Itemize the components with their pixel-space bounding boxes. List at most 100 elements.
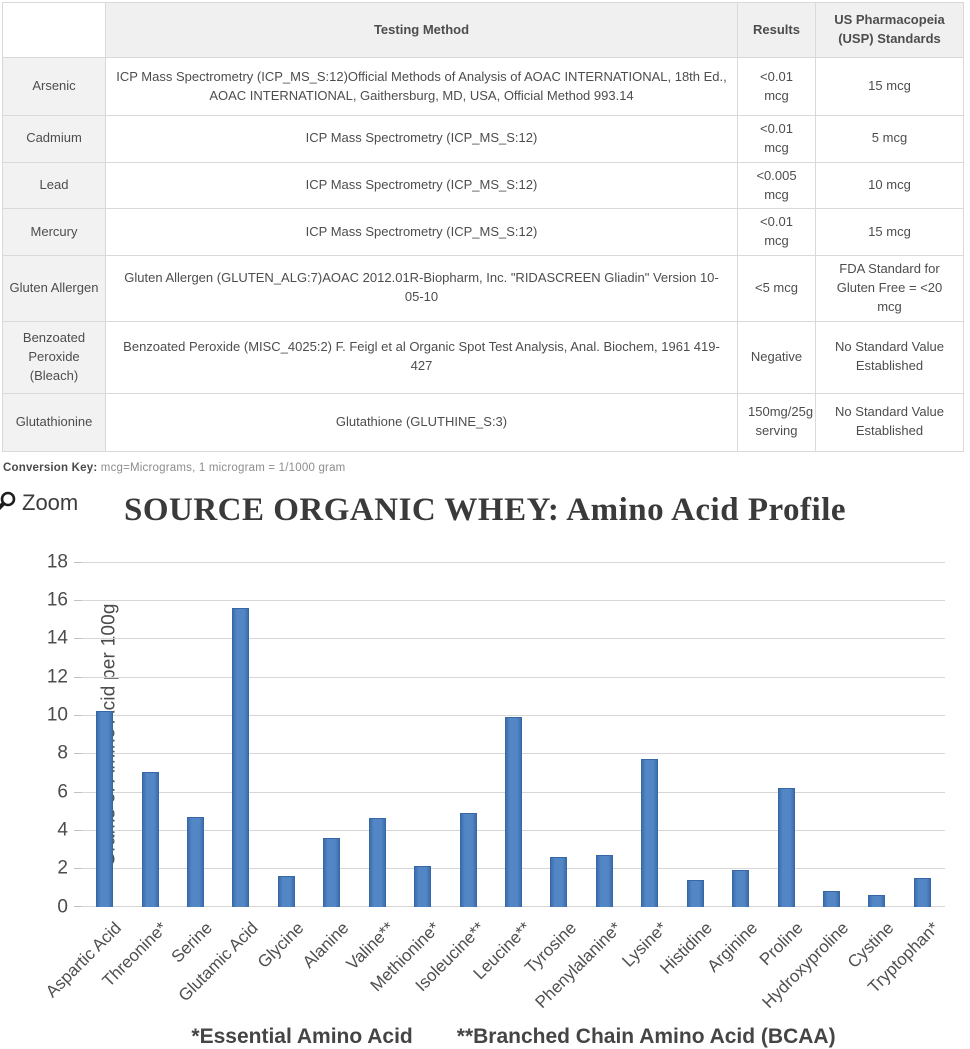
result-cell: 150mg/25g serving [737, 392, 816, 452]
column-header-results: Results [737, 2, 816, 58]
plot-area: Grams of Amino Acid per 100g 02468101214… [47, 552, 945, 916]
table-row: Arsenic ICP Mass Spectrometry (ICP_MS_S:1… [2, 57, 964, 116]
row-label-cell: Arsenic [2, 57, 106, 116]
row-label-cell: Gluten Allergen [2, 255, 106, 322]
standard-cell: FDA Standard for Gluten Free = <20 mcg [815, 255, 964, 322]
standard-cell: 10 mcg [815, 161, 964, 210]
bar-methionine [414, 866, 432, 907]
testing-method-cell: Gluten Allergen (GLUTEN_ALG:7)AOAC 2012.… [105, 255, 738, 322]
row-label-cell: Lead [2, 161, 106, 210]
row-label-cell: Mercury [2, 208, 106, 257]
y-tick-label: 0 [57, 896, 68, 918]
amino-acid-bar-chart: Grams of Amino Acid per 100g 02468101214… [0, 552, 970, 1049]
y-tick-label: 18 [46, 551, 68, 573]
y-tick-label: 2 [57, 857, 68, 879]
y-tick-mark [74, 638, 82, 640]
gridline [82, 599, 945, 601]
testing-method-cell: Benzoated Peroxide (MISC_4025:2) F. Feig… [105, 320, 738, 394]
conversion-key-text: mcg=Micrograms, 1 microgram = 1/1000 gra… [97, 461, 346, 474]
y-tick-mark [74, 868, 82, 870]
testing-methods-table: Testing Method Results US Pharmacopeia (… [2, 2, 964, 452]
gridline [82, 561, 945, 563]
testing-method-cell: ICP Mass Spectrometry (ICP_MS_S:12)Offic… [105, 57, 738, 116]
bar-alanine [323, 837, 341, 907]
y-tick-mark [74, 676, 82, 678]
gridline [82, 676, 945, 678]
table-header-row: Testing Method Results US Pharmacopeia (… [2, 2, 964, 58]
table-row: Mercury ICP Mass Spectrometry (ICP_MS_S:1… [2, 208, 964, 257]
chart-footnote: *Essential Amino Acid **Branched Chain A… [82, 1025, 945, 1049]
row-label-cell: Benzoated Peroxide (Bleach) [2, 320, 106, 394]
y-tick-label: 4 [57, 819, 68, 841]
bar-lysine [641, 759, 659, 907]
y-tick-mark [74, 714, 82, 716]
row-label-cell: Cadmium [2, 115, 106, 163]
bar-isoleucine [459, 812, 477, 907]
bar-hydroxyproline [822, 891, 840, 907]
bar-proline [777, 787, 795, 907]
column-header-testing-method: Testing Method [105, 2, 738, 58]
bar-aspartic-acid [96, 711, 114, 907]
column-header-usp-standards: US Pharmacopeia (USP) Standards [815, 2, 964, 58]
row-label-cell: Glutathionine [2, 392, 106, 452]
gridline [82, 714, 945, 716]
result-cell: <0.005 mcg [737, 161, 816, 210]
testing-method-cell: ICP Mass Spectrometry (ICP_MS_S:12) [105, 161, 738, 210]
bar-arginine [732, 870, 750, 907]
bar-tyrosine [550, 856, 568, 907]
footnote-bcaa: **Branched Chain Amino Acid (BCAA) [456, 1024, 836, 1048]
standard-cell: 5 mcg [815, 115, 964, 163]
conversion-key-label: Conversion Key: [3, 461, 98, 474]
magnifier-icon [0, 490, 17, 516]
table-corner-cell [2, 2, 106, 58]
zoom-label: Zoom [22, 489, 79, 515]
standard-cell: No Standard Value Established [815, 320, 964, 394]
result-cell: <5 mcg [737, 255, 816, 322]
y-tick-mark [74, 905, 82, 907]
bar-histidine [686, 879, 704, 907]
standard-cell: No Standard Value Established [815, 392, 964, 452]
bar-glutamic-acid [232, 607, 250, 907]
y-tick-label: 10 [46, 704, 68, 726]
bar-glycine [277, 875, 295, 907]
bar-valine [368, 818, 386, 907]
y-tick-label: 14 [46, 627, 68, 649]
footnote-essential: *Essential Amino Acid [191, 1024, 413, 1048]
y-tick-mark [74, 561, 82, 563]
y-tick-label: 6 [57, 781, 68, 803]
gridline [82, 638, 945, 640]
x-axis-label: Alanine [298, 917, 353, 972]
bar-threonine [141, 772, 159, 907]
standard-cell: 15 mcg [815, 208, 964, 257]
result-cell: Negative [737, 320, 816, 394]
x-axis-labels: Aspartic Acid Threonine* Serine Glutamic Ac… [43, 907, 945, 1025]
y-tick-label: 16 [46, 589, 68, 611]
y-tick-mark [74, 753, 82, 755]
x-axis-label: Arginine [703, 917, 762, 976]
bar-leucine [505, 716, 522, 907]
table-row: Lead ICP Mass Spectrometry (ICP_MS_S:12) <… [2, 161, 964, 210]
x-axis-label: Glycine [253, 917, 308, 972]
chart-title: SOURCE ORGANIC WHEY: Amino Acid Profile [123, 491, 847, 528]
result-cell: <0.01 mcg [737, 57, 816, 116]
y-tick-label: 12 [46, 666, 68, 688]
y-tick-mark [74, 599, 82, 601]
bar-phenylalanine [595, 854, 613, 907]
y-tick-label: 8 [57, 742, 68, 764]
table-row: Glutathionine Glutathione (GLUTHINE_S:3) 1… [2, 392, 964, 452]
table-row: Benzoated Peroxide (Bleach) Benzoated Per… [2, 320, 964, 394]
testing-method-cell: ICP Mass Spectrometry (ICP_MS_S:12) [105, 208, 738, 257]
result-cell: <0.01 mcg [737, 115, 816, 163]
y-tick-mark [74, 791, 82, 793]
table-row: Cadmium ICP Mass Spectrometry (ICP_MS_S:1… [2, 115, 964, 163]
bar-cystine [868, 895, 886, 907]
result-cell: <0.01 mcg [737, 208, 816, 257]
bar-serine [187, 816, 205, 907]
testing-method-cell: ICP Mass Spectrometry (ICP_MS_S:12) [105, 115, 738, 163]
conversion-key: Conversion Key: mcg=Micrograms, 1 microg… [3, 462, 970, 474]
standard-cell: 15 mcg [815, 57, 964, 116]
y-tick-mark [74, 829, 82, 831]
zoom-button[interactable]: Zoom [0, 490, 78, 516]
table-row: Gluten Allergen Gluten Allergen (GLUTEN_A… [2, 255, 964, 322]
testing-method-cell: Glutathione (GLUTHINE_S:3) [105, 392, 738, 452]
